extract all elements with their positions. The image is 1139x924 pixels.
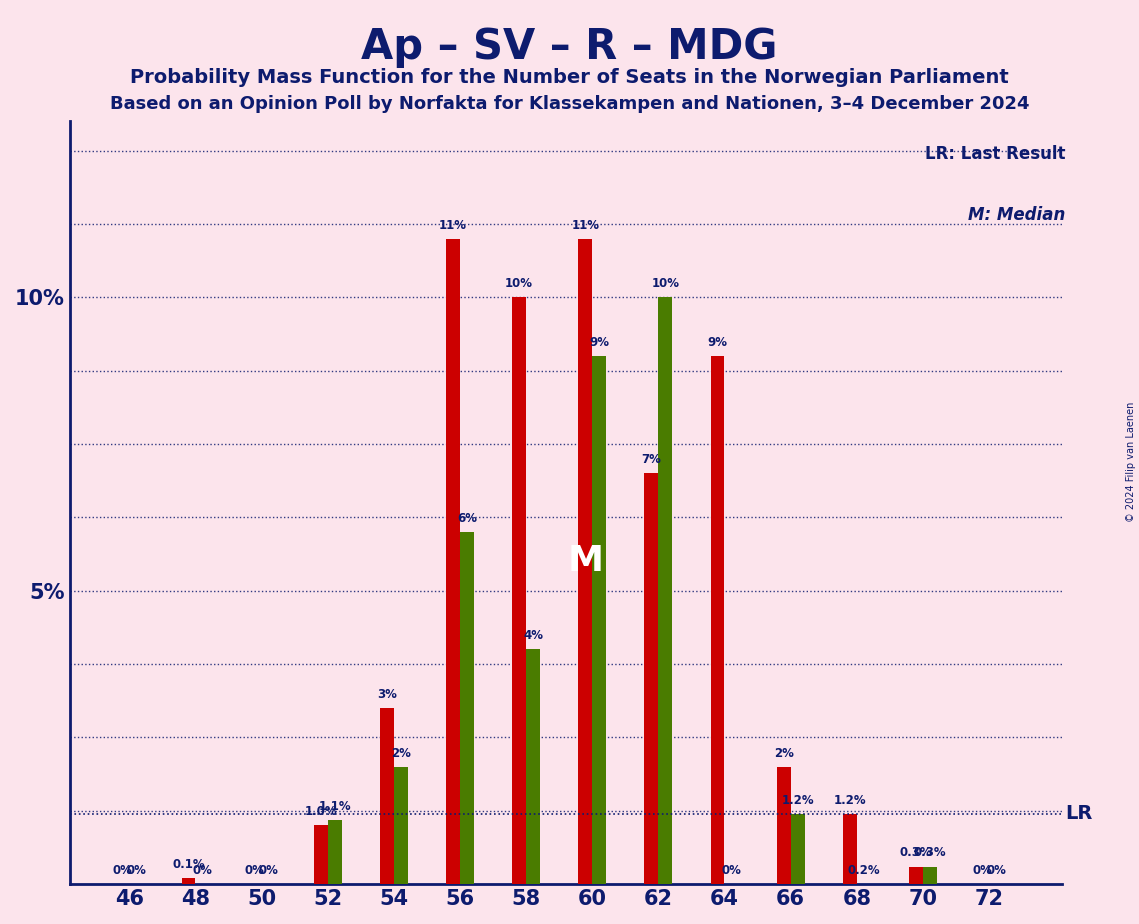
Text: 10%: 10% — [652, 277, 679, 290]
Text: 0%: 0% — [245, 864, 264, 877]
Text: 11%: 11% — [439, 219, 467, 232]
Text: 2%: 2% — [391, 747, 411, 760]
Bar — [526, 650, 540, 884]
Bar — [790, 814, 804, 884]
Text: 9%: 9% — [589, 336, 609, 349]
Bar — [394, 767, 408, 884]
Bar — [923, 867, 936, 884]
Text: 10%: 10% — [505, 277, 533, 290]
Bar — [658, 298, 672, 884]
Text: 3%: 3% — [377, 688, 396, 701]
Text: M: Median: M: Median — [968, 206, 1065, 225]
Text: 1.2%: 1.2% — [834, 794, 866, 807]
Bar — [909, 867, 923, 884]
Text: Based on an Opinion Poll by Norfakta for Klassekampen and Nationen, 3–4 December: Based on an Opinion Poll by Norfakta for… — [109, 95, 1030, 113]
Bar — [711, 356, 724, 884]
Text: LR: LR — [1065, 804, 1092, 823]
Text: 0%: 0% — [259, 864, 278, 877]
Text: 11%: 11% — [572, 219, 599, 232]
Text: 1.2%: 1.2% — [781, 794, 814, 807]
Text: Probability Mass Function for the Number of Seats in the Norwegian Parliament: Probability Mass Function for the Number… — [130, 68, 1009, 88]
Bar — [328, 820, 342, 884]
Text: 0%: 0% — [721, 864, 741, 877]
Text: 0.3%: 0.3% — [913, 846, 947, 859]
Text: © 2024 Filip van Laenen: © 2024 Filip van Laenen — [1126, 402, 1136, 522]
Text: 0%: 0% — [986, 864, 1006, 877]
Text: 0%: 0% — [126, 864, 146, 877]
Text: 9%: 9% — [707, 336, 728, 349]
Bar — [446, 238, 460, 884]
Text: Ap – SV – R – MDG: Ap – SV – R – MDG — [361, 26, 778, 67]
Text: M: M — [567, 544, 604, 578]
Text: 2%: 2% — [773, 747, 794, 760]
Bar — [777, 767, 790, 884]
Text: LR: Last Result: LR: Last Result — [925, 145, 1065, 163]
Text: 1.1%: 1.1% — [318, 799, 351, 812]
Bar — [592, 356, 606, 884]
Bar — [460, 532, 474, 884]
Bar — [843, 814, 857, 884]
Bar — [513, 298, 526, 884]
Bar — [181, 879, 196, 884]
Bar — [579, 238, 592, 884]
Bar — [380, 708, 394, 884]
Text: 6%: 6% — [457, 512, 477, 525]
Text: 0.1%: 0.1% — [172, 858, 205, 871]
Text: 0%: 0% — [973, 864, 992, 877]
Bar — [313, 825, 328, 884]
Text: 7%: 7% — [641, 454, 662, 467]
Text: 0.3%: 0.3% — [900, 846, 932, 859]
Text: 1.0%: 1.0% — [304, 806, 337, 819]
Text: 0.2%: 0.2% — [847, 864, 880, 877]
Text: 4%: 4% — [523, 629, 543, 642]
Text: 0%: 0% — [113, 864, 132, 877]
Text: 0%: 0% — [192, 864, 212, 877]
Bar — [645, 473, 658, 884]
